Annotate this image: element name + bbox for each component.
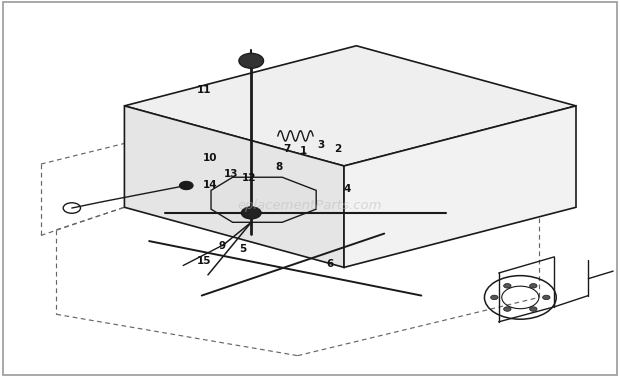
Circle shape	[542, 295, 550, 300]
Text: 4: 4	[343, 184, 351, 193]
Text: 13: 13	[224, 169, 239, 179]
Circle shape	[529, 307, 537, 311]
Circle shape	[490, 295, 498, 300]
Circle shape	[503, 284, 511, 288]
Circle shape	[239, 53, 264, 68]
Circle shape	[503, 307, 511, 311]
Text: 3: 3	[317, 140, 325, 150]
Circle shape	[179, 181, 193, 190]
Circle shape	[529, 284, 537, 288]
Text: eplacementParts.com: eplacementParts.com	[237, 199, 383, 212]
Polygon shape	[344, 106, 576, 267]
Text: 6: 6	[326, 259, 334, 270]
Text: 12: 12	[242, 173, 256, 183]
Text: 7: 7	[283, 144, 291, 154]
Text: 11: 11	[197, 85, 211, 95]
Text: 9: 9	[219, 241, 226, 251]
Text: 14: 14	[203, 180, 217, 190]
Text: 8: 8	[275, 162, 283, 172]
Text: 5: 5	[239, 244, 247, 254]
Polygon shape	[211, 177, 316, 222]
Circle shape	[241, 207, 261, 219]
Polygon shape	[125, 46, 576, 166]
Text: 10: 10	[203, 153, 217, 163]
Text: 15: 15	[197, 256, 211, 266]
Text: 2: 2	[334, 144, 342, 154]
Text: 1: 1	[300, 146, 308, 156]
Polygon shape	[125, 106, 344, 267]
